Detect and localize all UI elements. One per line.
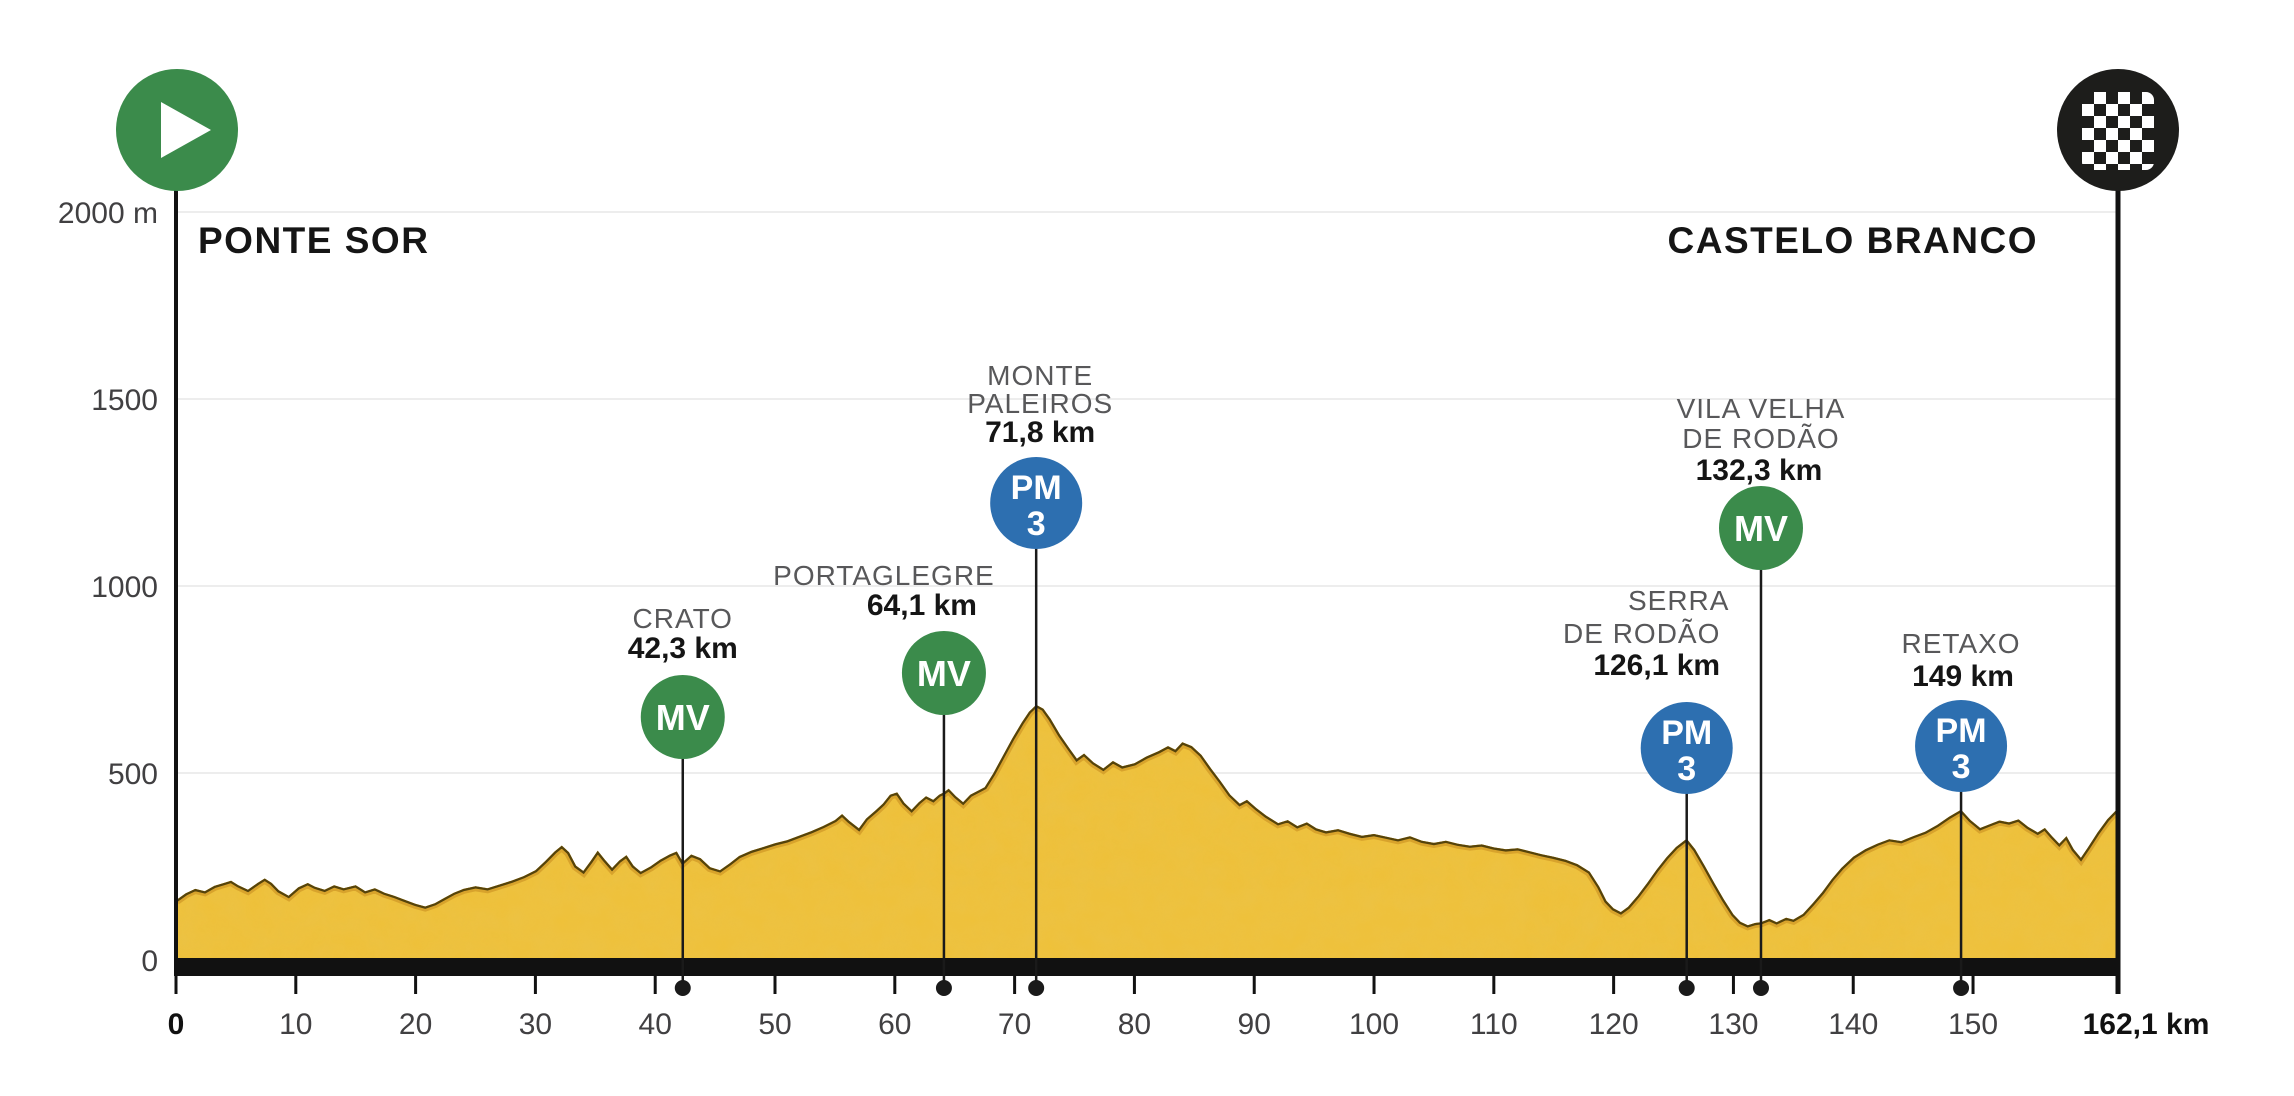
x-tick-label-80: 80 (1118, 1008, 1151, 1041)
x-tick-label-50: 50 (758, 1008, 791, 1041)
y-tick-label-2000: 2000 m (58, 197, 158, 230)
waypoint-name-label: PALEIROS (967, 388, 1113, 419)
y-tick-label-1500: 1500 (91, 384, 158, 417)
waypoint-km-label: 64,1 km (867, 589, 977, 622)
x-axis-bar (174, 958, 2120, 976)
badge-text-bottom: 3 (1952, 748, 1971, 786)
x-tick-label-10: 10 (279, 1008, 312, 1041)
mv-badge-icon (1718, 486, 1803, 570)
badge-text: MV (917, 653, 971, 694)
start-city-label: PONTE SOR (198, 220, 429, 261)
badge-text: MV (1734, 508, 1788, 549)
waypoint-km-label: 132,3 km (1696, 454, 1823, 487)
x-end-label: 162,1 km (2083, 1008, 2210, 1041)
badge-text: MV (656, 697, 710, 738)
badge-text-top: PM (1661, 714, 1712, 752)
waypoint-axis-dot (674, 980, 691, 996)
mv-badge-icon (640, 675, 725, 759)
badge-text-bottom: 3 (1677, 750, 1696, 788)
finish-icon (2057, 69, 2179, 191)
waypoint-km-label: 42,3 km (628, 632, 738, 665)
profile-texture (176, 704, 2118, 960)
waypoint-km-label: 149 km (1912, 660, 2014, 693)
y-axis-labels: 0 500 1000 1500 2000 m (58, 197, 158, 978)
x-tick-label-0: 0 (168, 1008, 185, 1041)
y-tick-label-1000: 1000 (91, 571, 158, 604)
waypoint-name-label: MONTE (987, 360, 1093, 391)
x-tick-label-110: 110 (1470, 1008, 1518, 1041)
x-tick-label-150: 150 (1948, 1008, 1998, 1041)
badge-text-bottom: 3 (1027, 505, 1046, 543)
waypoint-name-label: RETAXO (1902, 628, 2021, 659)
waypoint-km-label: 126,1 km (1593, 649, 1720, 682)
elevation-profile (176, 704, 2118, 960)
pm3-badge-icon (1915, 700, 2008, 792)
gridlines (176, 211, 2118, 774)
finish-city-label: CASTELO BRANCO (1668, 220, 2038, 261)
x-tick-label-70: 70 (998, 1008, 1031, 1041)
x-tick-label-120: 120 (1589, 1008, 1639, 1041)
waypoint-name-label: CRATO (633, 603, 733, 634)
x-tick-label-20: 20 (399, 1008, 432, 1041)
waypoint-name-label: DE RODÃO (1563, 618, 1720, 649)
mv-badge-icon (901, 631, 986, 715)
waypoint-name-label: SERRA (1628, 585, 1729, 616)
x-tick-label-40: 40 (639, 1008, 672, 1041)
x-axis: 0 10 20 30 40 50 60 70 80 90 100 110 120 130 140 150 162… (168, 958, 2210, 1041)
waypoint-axis-dot (1028, 980, 1045, 996)
play-icon (161, 102, 211, 158)
waypoint-axis-dot (1953, 980, 1970, 996)
y-tick-label-500: 500 (108, 758, 158, 791)
waypoint-name-label: PORTAGLEGRE (773, 560, 995, 591)
pm3-badge-icon (990, 457, 1083, 549)
x-tick-label-60: 60 (878, 1008, 911, 1041)
waypoint-axis-dot (1678, 980, 1695, 996)
start-icon (116, 69, 238, 191)
pm3-badge-icon (1640, 702, 1733, 794)
waypoint-axis-dot (935, 980, 952, 996)
checkered-flag-icon (2082, 92, 2154, 170)
waypoint-axis-dot (1752, 980, 1769, 996)
y-tick-label-0: 0 (141, 945, 158, 978)
x-tick-label-30: 30 (519, 1008, 552, 1041)
waypoint-name-label: VILA VELHA (1677, 393, 1846, 424)
x-tick-label-100: 100 (1349, 1008, 1399, 1041)
badge-text-top: PM (1936, 712, 1987, 750)
waypoint-name-label: DE RODÃO (1682, 423, 1839, 454)
x-tick-label-90: 90 (1238, 1008, 1271, 1041)
x-tick-label-140: 140 (1828, 1008, 1878, 1041)
x-tick-label-130: 130 (1708, 1008, 1758, 1041)
waypoint-km-label: 71,8 km (985, 416, 1095, 449)
badge-text-top: PM (1011, 469, 1062, 507)
